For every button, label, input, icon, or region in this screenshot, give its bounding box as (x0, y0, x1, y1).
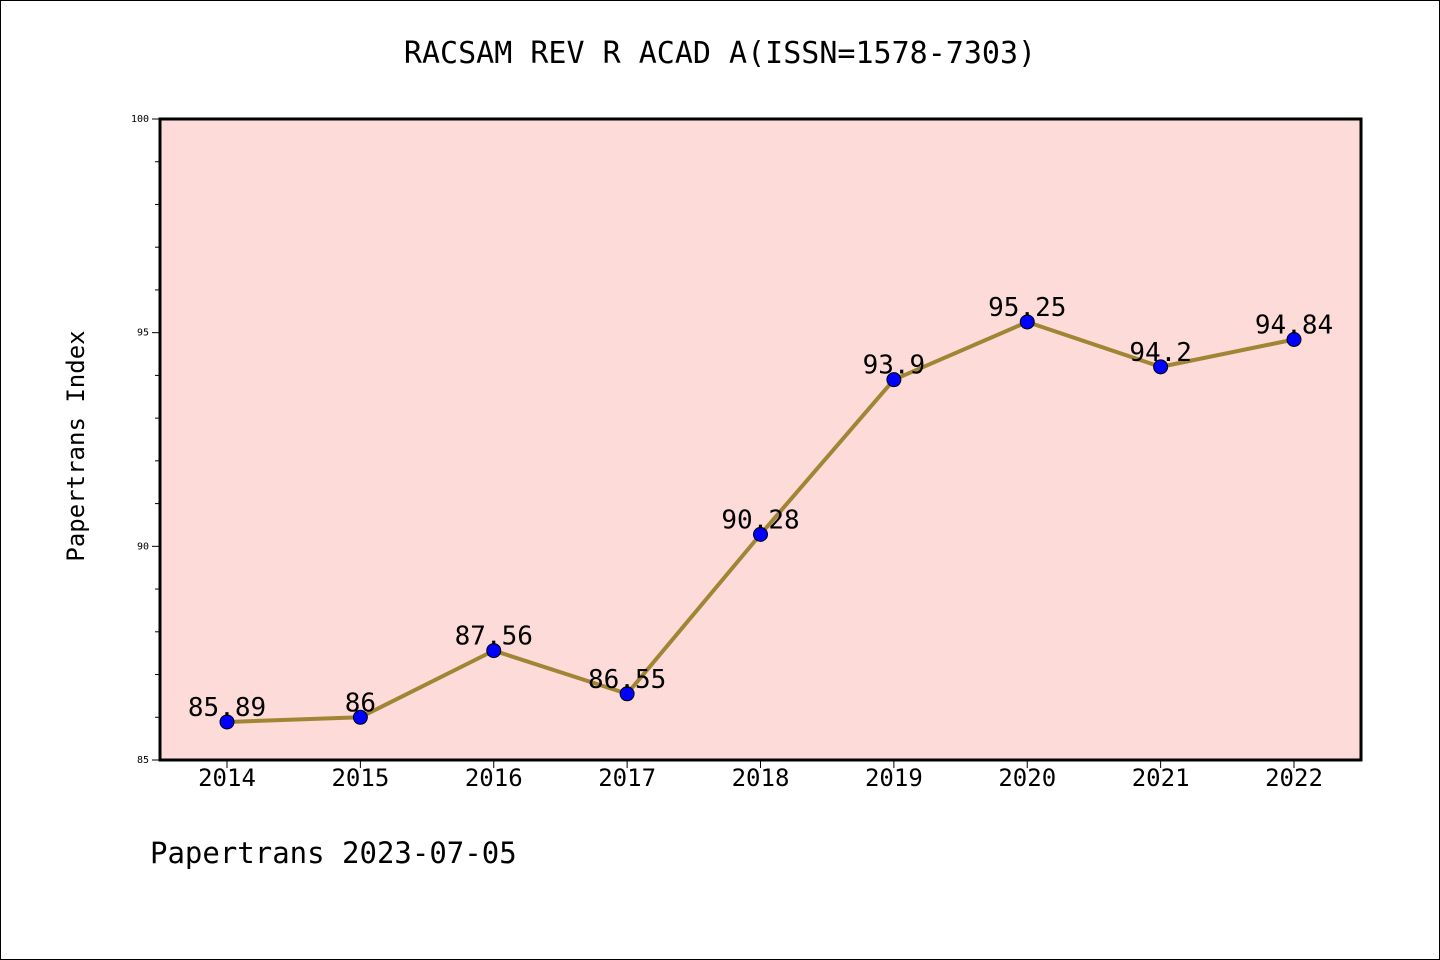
data-label: 86 (345, 688, 376, 718)
data-point (1019, 314, 1035, 330)
data-label: 87.56 (455, 622, 533, 652)
data-point (886, 372, 902, 388)
data-label: 90.28 (721, 505, 799, 535)
y-tick-label: 95 (137, 328, 149, 339)
data-point (1153, 359, 1169, 375)
x-tick-label: 2020 (998, 764, 1056, 792)
y-tick-label: 90 (137, 541, 149, 552)
data-label: 94.2 (1129, 338, 1192, 368)
data-point (753, 526, 768, 542)
chart-title: RACSAM REV R ACAD A(ISSN=1578-7303) (403, 36, 1037, 71)
plot-area (160, 119, 1361, 760)
footer-note: Papertrans 2023-07-05 (150, 836, 517, 870)
y-tick-label: 85 (137, 755, 149, 766)
x-tick-label: 2019 (865, 764, 923, 792)
plot-border (158, 117, 1363, 762)
data-point (1286, 332, 1302, 348)
x-tick-label: 2017 (598, 764, 656, 792)
data-point (352, 709, 368, 725)
data-label: 85.89 (188, 693, 266, 723)
data-labels: 85.89 86 87.56 86.55 90.28 93.9 95.25 94.2 94.84 (188, 293, 1333, 723)
x-tick-label: 2015 (331, 764, 389, 792)
data-label: 94.84 (1255, 311, 1333, 341)
x-tick-label: 2018 (732, 764, 790, 792)
y-axis: 85 90 95 100 (131, 114, 160, 766)
data-markers (219, 314, 1302, 730)
y-tick-label: 100 (131, 114, 149, 125)
x-tick-label: 2022 (1265, 764, 1323, 792)
data-point (619, 686, 635, 702)
x-tick-label: 2016 (465, 764, 523, 792)
x-tick-label: 2021 (1132, 764, 1190, 792)
x-axis: 2014 2015 2016 2017 2018 2019 2020 2021 2022 (198, 760, 1323, 792)
data-point (486, 643, 502, 659)
data-label: 86.55 (588, 665, 666, 695)
data-label: 95.25 (988, 293, 1066, 323)
x-tick-label: 2014 (198, 764, 256, 792)
data-label: 93.9 (863, 351, 926, 381)
data-point (219, 714, 235, 730)
